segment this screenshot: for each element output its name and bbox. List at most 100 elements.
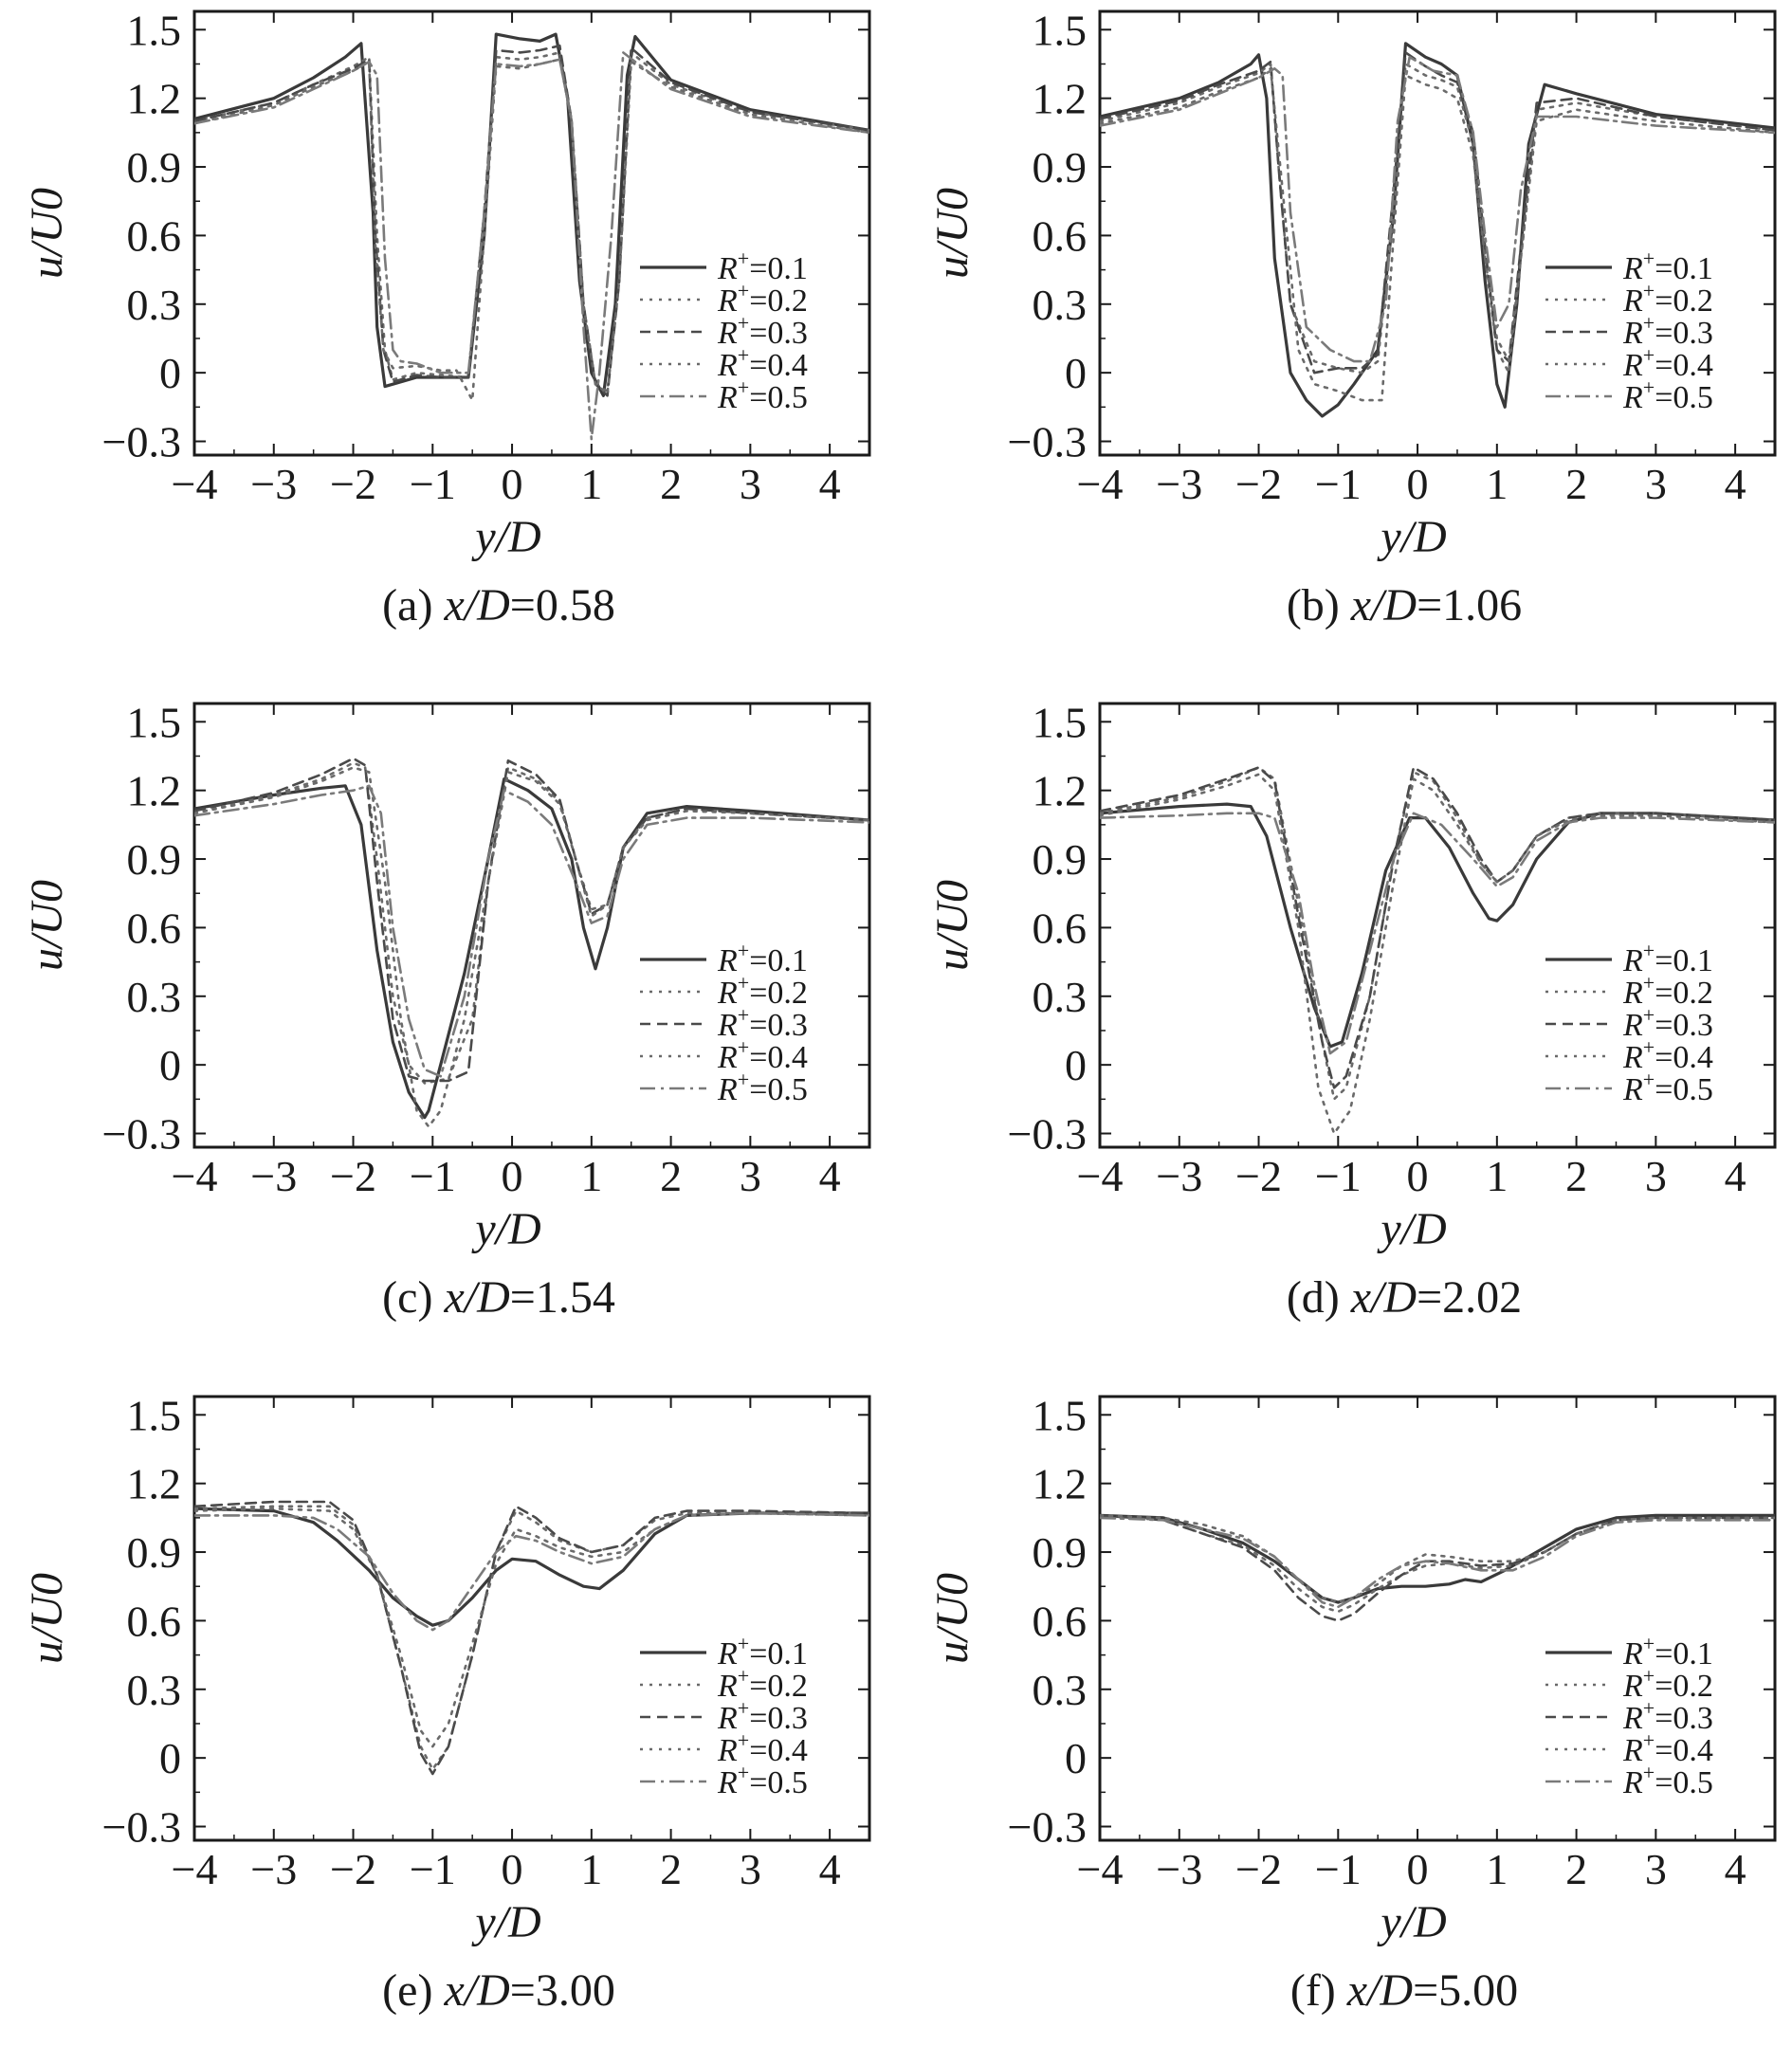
legend-var: R (717, 348, 738, 383)
x-tick-label: 1 (580, 460, 602, 508)
legend-var: R (717, 943, 738, 978)
legend-var: R (1622, 348, 1643, 383)
chart-panel-c: −4 −3 −2 −1 0 1 2 3 4 −0.3 0 0.3 0.6 0.9 1.2 1.5 y/D u/U0… (22, 698, 871, 1323)
x-tick-label: 2 (660, 1845, 682, 1893)
x-tick-label: 2 (1565, 460, 1587, 508)
legend-value: =0.5 (749, 1072, 808, 1107)
legend-label: R+=0.5 (1622, 375, 1713, 415)
legend-var: R (717, 316, 738, 351)
x-axis-label: y/D (1376, 1204, 1446, 1254)
legend-sup: + (738, 971, 749, 995)
x-tick-label: 4 (819, 1152, 841, 1200)
legend-value: =0.1 (1655, 943, 1713, 978)
legend-var: R (1622, 1765, 1643, 1800)
series-line-3 (1100, 1514, 1775, 1622)
x-tick-label: 0 (1407, 460, 1429, 508)
series-line-4 (194, 58, 869, 402)
legend: R+=0.1R+=0.2R+=0.3R+=0.4R+=0.5 (640, 939, 808, 1107)
y-tick-label: 0.3 (1033, 281, 1088, 329)
y-tick-label: −0.3 (1008, 418, 1087, 466)
x-axis-label: y/D (1376, 512, 1446, 562)
series-line-2 (1100, 766, 1775, 1101)
series-line-4 (1100, 1514, 1775, 1604)
y-tick-label: 0.6 (1033, 904, 1088, 952)
y-tick-label: 0.9 (1033, 143, 1088, 192)
x-tick-label: −4 (172, 1845, 218, 1893)
legend-sup: + (738, 1761, 749, 1784)
x-tick-label: −3 (1156, 1152, 1202, 1200)
y-tick-label: 0 (1065, 1734, 1087, 1782)
x-tick-label: 3 (740, 1152, 761, 1200)
chart-panel-e: −4 −3 −2 −1 0 1 2 3 4 −0.3 0 0.3 0.6 0.9 1.2 1.5 y/D u/U0… (22, 1391, 871, 2016)
legend-var: R (717, 1636, 738, 1672)
x-axis-label: y/D (1376, 1897, 1446, 1947)
legend-sup: + (738, 1003, 749, 1027)
legend-label: R+=0.3 (1622, 1696, 1713, 1736)
caption-value: =5.00 (1413, 1965, 1518, 2016)
y-tick-label: 1.5 (127, 1391, 182, 1439)
y-tick-label: 0 (1065, 1041, 1087, 1089)
legend-sup: + (738, 1632, 749, 1655)
x-tick-label: −1 (410, 460, 456, 508)
y-tick-label: 0.6 (1033, 211, 1088, 260)
x-tick-label: 1 (1486, 1845, 1508, 1893)
x-axis-label: y/D (470, 1897, 540, 1947)
panel-caption: (b) x/D=1.06 (1287, 580, 1522, 630)
x-tick-label: 3 (1645, 460, 1667, 508)
legend-sup: + (1643, 247, 1655, 270)
caption-value: =1.54 (510, 1272, 615, 1323)
legend-label: R+=0.2 (1622, 279, 1713, 319)
caption-prefix: (b) (1287, 580, 1351, 630)
legend-label: R+=0.3 (1622, 311, 1713, 351)
legend-value: =0.2 (1655, 283, 1713, 319)
y-tick-label: 0 (1065, 349, 1087, 397)
legend-sup: + (1643, 311, 1655, 335)
legend: R+=0.1R+=0.2R+=0.3R+=0.4R+=0.5 (1545, 1632, 1713, 1800)
x-tick-label: −2 (330, 460, 376, 508)
legend-var: R (717, 380, 738, 415)
series-line-1 (1100, 1513, 1775, 1604)
legend-value: =0.5 (749, 1765, 808, 1800)
legend-sup: + (1643, 1632, 1655, 1655)
legend-sup: + (738, 1035, 749, 1059)
chart-panel-a: −4 −3 −2 −1 0 1 2 3 4 −0.3 0 0.3 0.6 0.9 1.2 1.5 y/D u/U0… (22, 6, 871, 630)
legend-label: R+=0.5 (717, 375, 808, 415)
legend-label: R+=0.3 (1622, 1003, 1713, 1043)
legend-sup: + (738, 247, 749, 270)
legend: R+=0.1R+=0.2R+=0.3R+=0.4R+=0.5 (640, 1632, 808, 1800)
legend-value: =0.2 (749, 1669, 808, 1704)
legend-label: R+=0.2 (717, 1664, 808, 1704)
plot-frame (192, 9, 871, 457)
caption-variable: x/D (443, 580, 509, 630)
legend-value: =0.4 (1655, 1733, 1713, 1768)
legend-var: R (717, 1701, 738, 1736)
legend-label: R+=0.3 (717, 1696, 808, 1736)
legend-var: R (1622, 283, 1643, 319)
legend-value: =0.2 (1655, 1669, 1713, 1704)
x-axis-label: y/D (470, 512, 540, 562)
legend-value: =0.3 (1655, 1701, 1713, 1736)
x-tick-label: −4 (1077, 1845, 1124, 1893)
legend-sup: + (738, 279, 749, 302)
caption-prefix: (d) (1287, 1272, 1351, 1323)
legend-label: R+=0.1 (717, 1632, 808, 1672)
chart-panel-b: −4 −3 −2 −1 0 1 2 3 4 −0.3 0 0.3 0.6 0.9 1.2 1.5 y/D u/U0… (927, 6, 1777, 630)
legend-label: R+=0.3 (717, 311, 808, 351)
legend-label: R+=0.1 (1622, 939, 1713, 978)
series-line-3 (194, 757, 869, 1083)
y-tick-label: 0.9 (127, 835, 182, 884)
panel-caption: (c) x/D=1.54 (382, 1272, 615, 1323)
series-line-2 (1100, 1514, 1775, 1614)
y-tick-label: −0.3 (102, 1110, 181, 1159)
plot-frame (192, 1395, 871, 1842)
legend-value: =0.2 (749, 976, 808, 1011)
legend-label: R+=0.5 (1622, 1068, 1713, 1107)
x-tick-label: 4 (819, 1845, 841, 1893)
legend-var: R (1622, 1669, 1643, 1704)
legend-label: R+=0.3 (717, 1003, 808, 1043)
legend-value: =0.1 (749, 1636, 808, 1672)
caption-variable: x/D (1350, 1272, 1417, 1323)
legend-label: R+=0.1 (717, 247, 808, 286)
plot-frame (1098, 9, 1777, 457)
series-line-3 (1100, 766, 1775, 1089)
